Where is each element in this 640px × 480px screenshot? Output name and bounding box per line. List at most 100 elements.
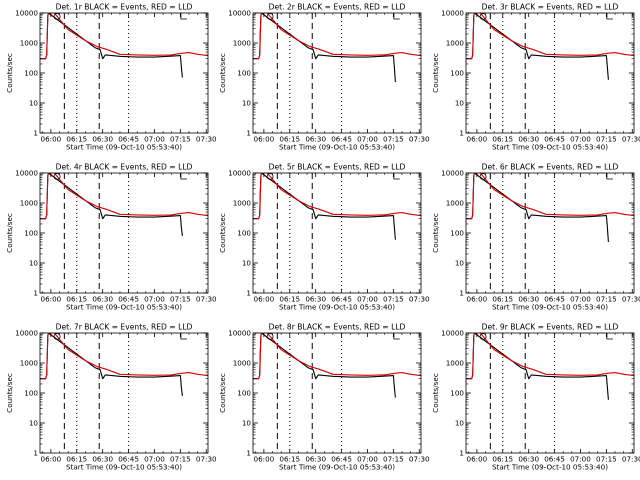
y-axis-label: Counts/sec bbox=[5, 213, 14, 253]
series-line-lld bbox=[253, 173, 421, 220]
chart-panel-4: 1 10 100 1000 10000 06:00 06:15 06:30 06:45 07:00… bbox=[5, 163, 217, 312]
annotation-bracket-marker bbox=[606, 333, 613, 340]
x-tick-label: 06:00 bbox=[41, 295, 62, 304]
x-tick-label: 07:00 bbox=[570, 295, 591, 304]
chart-panel-6: 1 10 100 1000 10000 06:00 06:15 06:30 06:45 07:00… bbox=[431, 163, 640, 312]
x-tick-label: 07:00 bbox=[570, 455, 591, 464]
x-tick-label: 07:00 bbox=[357, 135, 378, 144]
y-tick-label: 100 bbox=[237, 69, 251, 78]
x-tick-label: 06:45 bbox=[544, 455, 565, 464]
x-tick-label: 06:45 bbox=[331, 295, 352, 304]
y-tick-label: 1 bbox=[459, 449, 464, 458]
y-tick-label: 1 bbox=[246, 129, 251, 138]
y-tick-label: 10000 bbox=[15, 169, 38, 178]
y-tick-label: 10 bbox=[242, 419, 252, 428]
x-tick-label: 07:00 bbox=[570, 135, 591, 144]
series-line-events bbox=[253, 173, 396, 240]
series-line-lld bbox=[466, 173, 634, 220]
y-tick-label: 10 bbox=[242, 99, 252, 108]
y-tick-label: 1 bbox=[246, 289, 251, 298]
y-tick-label: 1 bbox=[246, 449, 251, 458]
x-axis-label: Start Time (09-Oct-10 05:53:40) bbox=[279, 463, 395, 472]
annotation-bracket-marker bbox=[180, 333, 187, 340]
y-tick-label: 1 bbox=[33, 289, 38, 298]
y-tick-label: 1000 bbox=[233, 199, 252, 208]
annotation-bracket-marker bbox=[606, 13, 613, 20]
annotation-bracket-marker bbox=[606, 173, 613, 180]
panel-title: Det. 8r BLACK = Events, RED = LLD bbox=[269, 323, 406, 332]
x-axis-label: Start Time (09-Oct-10 05:53:40) bbox=[492, 143, 608, 152]
annotation-circle-marker bbox=[266, 13, 274, 20]
plot-frame bbox=[252, 332, 422, 454]
x-tick-label: 06:15 bbox=[279, 295, 300, 304]
plot-area bbox=[40, 333, 208, 453]
x-tick-label: 07:15 bbox=[170, 455, 191, 464]
y-tick-label: 1000 bbox=[446, 359, 465, 368]
panel-title: Det. 3r BLACK = Events, RED = LLD bbox=[482, 3, 619, 12]
y-tick-label: 1000 bbox=[20, 39, 39, 48]
series-line-lld bbox=[40, 13, 208, 60]
plot-area bbox=[40, 173, 208, 293]
y-tick-label: 1 bbox=[33, 449, 38, 458]
plot-area bbox=[466, 13, 634, 133]
y-axis-label: Counts/sec bbox=[5, 373, 14, 413]
series-line-events bbox=[40, 173, 183, 236]
plot-area bbox=[466, 333, 634, 453]
annotation-circle-marker bbox=[479, 173, 487, 180]
x-tick-label: 07:15 bbox=[596, 295, 617, 304]
x-tick-label: 06:00 bbox=[467, 135, 488, 144]
x-tick-label: 06:45 bbox=[331, 135, 352, 144]
x-tick-label: 06:30 bbox=[305, 455, 326, 464]
annotation-circle-marker bbox=[53, 333, 61, 340]
x-tick-label: 06:15 bbox=[492, 135, 513, 144]
x-tick-label: 07:15 bbox=[383, 135, 404, 144]
y-axis-label: Counts/sec bbox=[5, 53, 14, 93]
y-tick-label: 1000 bbox=[446, 199, 465, 208]
y-tick-label: 10 bbox=[29, 419, 39, 428]
x-tick-label: 06:15 bbox=[66, 135, 87, 144]
x-tick-label: 06:00 bbox=[254, 455, 275, 464]
x-tick-label: 07:15 bbox=[170, 135, 191, 144]
x-tick-label: 07:00 bbox=[144, 295, 165, 304]
series-line-events bbox=[466, 13, 609, 80]
x-tick-label: 07:00 bbox=[144, 135, 165, 144]
x-axis-label: Start Time (09-Oct-10 05:53:40) bbox=[279, 143, 395, 152]
y-tick-label: 10000 bbox=[441, 329, 464, 338]
x-tick-label: 06:30 bbox=[92, 295, 113, 304]
chart-panel-1: 1 10 100 1000 10000 06:00 06:15 06:30 06:45 07:00… bbox=[5, 3, 217, 152]
x-tick-label: 07:15 bbox=[383, 455, 404, 464]
annotation-circle-marker bbox=[266, 333, 274, 340]
series-line-events bbox=[40, 13, 183, 78]
x-tick-label: 07:30 bbox=[622, 135, 640, 144]
chart-panel-3: 1 10 100 1000 10000 06:00 06:15 06:30 06:45 07:00… bbox=[431, 3, 640, 152]
y-tick-label: 100 bbox=[24, 389, 38, 398]
series-line-lld bbox=[253, 333, 421, 380]
x-tick-label: 06:00 bbox=[41, 455, 62, 464]
y-axis-label: Counts/sec bbox=[218, 373, 227, 413]
y-tick-label: 10000 bbox=[15, 9, 38, 18]
y-tick-label: 100 bbox=[237, 389, 251, 398]
x-tick-label: 07:30 bbox=[622, 295, 640, 304]
x-tick-label: 06:00 bbox=[41, 135, 62, 144]
y-tick-label: 10 bbox=[455, 99, 465, 108]
y-tick-label: 10 bbox=[455, 259, 465, 268]
annotation-circle-marker bbox=[479, 13, 487, 20]
y-tick-label: 10000 bbox=[228, 169, 251, 178]
y-tick-label: 100 bbox=[450, 389, 464, 398]
annotation-circle-marker bbox=[53, 13, 61, 20]
x-tick-label: 06:30 bbox=[518, 455, 539, 464]
series-line-events bbox=[253, 13, 396, 83]
x-tick-label: 07:00 bbox=[144, 455, 165, 464]
x-tick-label: 06:45 bbox=[544, 135, 565, 144]
x-tick-label: 06:15 bbox=[279, 455, 300, 464]
panel-title: Det. 5r BLACK = Events, RED = LLD bbox=[269, 163, 406, 172]
x-tick-label: 06:00 bbox=[467, 295, 488, 304]
y-tick-label: 10000 bbox=[441, 169, 464, 178]
chart-panel-5: 1 10 100 1000 10000 06:00 06:15 06:30 06:45 07:00… bbox=[218, 163, 430, 312]
panel-title: Det. 9r BLACK = Events, RED = LLD bbox=[482, 323, 619, 332]
y-axis-label: Counts/sec bbox=[218, 213, 227, 253]
series-line-events bbox=[40, 333, 183, 396]
series-line-lld bbox=[253, 13, 421, 60]
y-tick-label: 100 bbox=[24, 69, 38, 78]
plot-frame bbox=[252, 12, 422, 134]
